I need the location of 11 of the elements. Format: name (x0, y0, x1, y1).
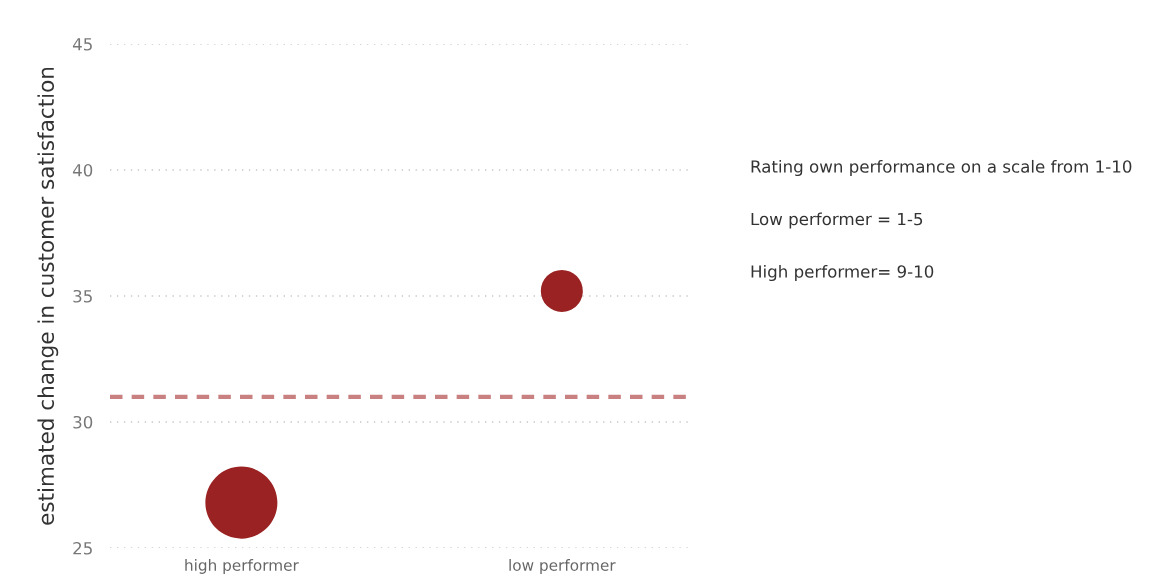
y-tick-label: 30 (73, 415, 93, 429)
y-axis-title: estimated change in customer satisfaction (37, 67, 59, 525)
y-tick-label: 35 (73, 289, 92, 303)
text: Low performer = 1-5 (751, 212, 923, 229)
x-tick-label: high performer (185, 559, 299, 574)
text: High performer= 9-10 (751, 264, 934, 282)
y-tick-label: 45 (72, 38, 92, 51)
text: Rating own performance on a scale from 1-10 (751, 159, 1132, 177)
y-tick-label: 25 (73, 541, 92, 555)
x-tick-label: low performer (509, 559, 616, 574)
y-tick-label: 40 (72, 163, 93, 177)
